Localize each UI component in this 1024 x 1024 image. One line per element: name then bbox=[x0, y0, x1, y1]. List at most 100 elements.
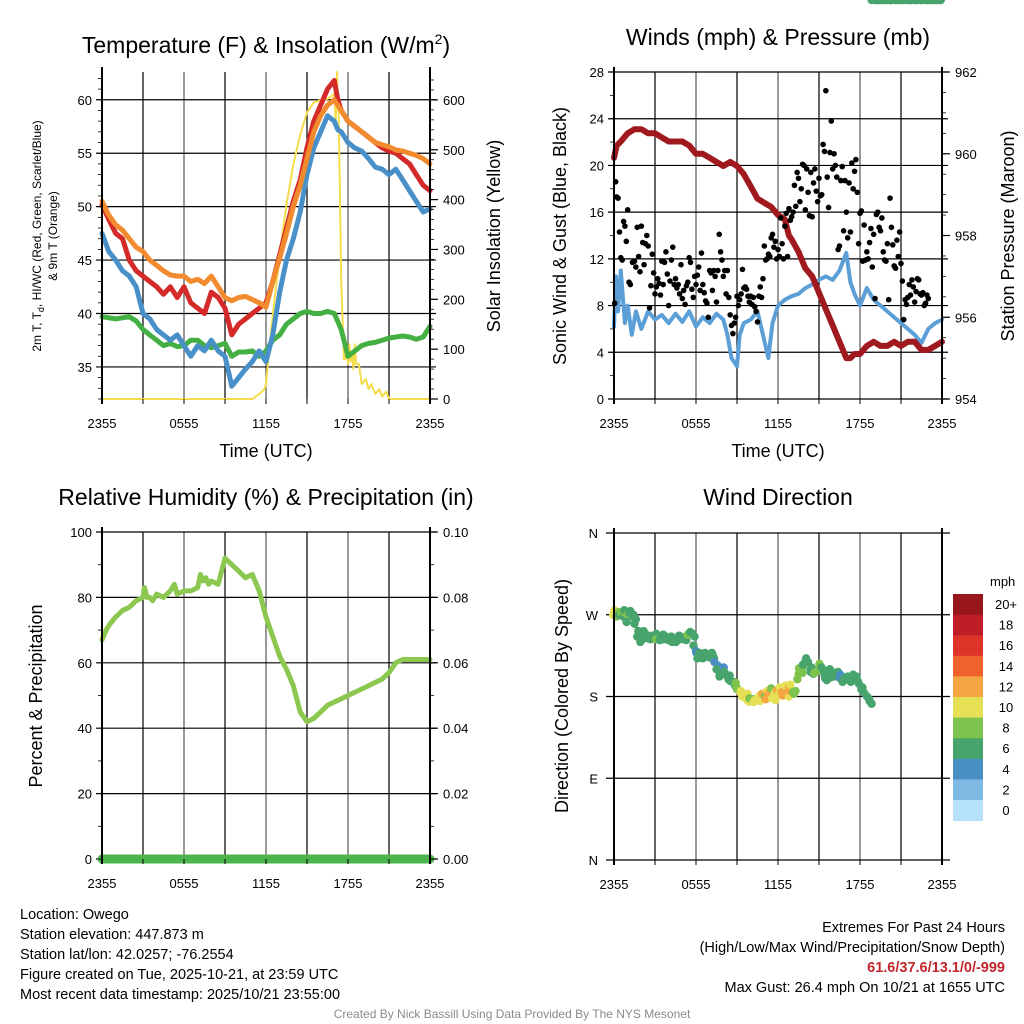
colorbar-swatch bbox=[953, 697, 983, 718]
colorbar-label: 20+ bbox=[995, 597, 1017, 612]
gust-point bbox=[696, 264, 702, 270]
gust-point bbox=[678, 262, 684, 268]
x-tick-label: 1155 bbox=[252, 876, 280, 891]
wind-direction-y-label: Direction (Colored By Speed) bbox=[552, 579, 572, 813]
gust-point bbox=[890, 242, 896, 248]
y-tick-label: 35 bbox=[78, 360, 92, 375]
extremes-legend: (High/Low/Max Wind/Precipitation/Snow De… bbox=[700, 938, 1005, 958]
gust-point bbox=[790, 209, 796, 215]
right-tick-label: 600 bbox=[443, 93, 465, 108]
humidity-y-ticks: 0 20 40 60 80 100 bbox=[70, 525, 102, 867]
x-tick-label: 0555 bbox=[682, 416, 711, 431]
elevation-text: Station elevation: 447.873 m bbox=[20, 925, 340, 945]
wind-direction-series bbox=[609, 0, 945, 708]
x-tick-label: 1755 bbox=[846, 877, 875, 892]
gust-point bbox=[641, 262, 647, 268]
gust-point bbox=[883, 258, 889, 264]
gust-point bbox=[622, 223, 628, 229]
gust-point bbox=[673, 276, 679, 282]
colorbar-label: 10 bbox=[999, 700, 1013, 715]
right-tick-label: 0.00 bbox=[443, 852, 468, 867]
temperature-y-label-line1: 2m T, Td, HI/WC (Red, Green, Scarlet/Blu… bbox=[30, 120, 46, 351]
gust-point bbox=[837, 243, 843, 249]
max-gust-text: Max Gust: 26.4 mph On 10/21 at 1655 UTC bbox=[700, 978, 1005, 998]
gust-point bbox=[636, 254, 642, 260]
right-tick-label: 0 bbox=[443, 392, 450, 407]
gust-point bbox=[675, 282, 681, 288]
gust-point bbox=[861, 222, 867, 228]
colorbar-swatch bbox=[953, 779, 983, 800]
gust-point bbox=[731, 320, 737, 326]
right-tick-label: 0.02 bbox=[443, 787, 468, 802]
gust-point bbox=[710, 288, 716, 294]
direction-tick-label: E bbox=[589, 771, 598, 786]
gust-point bbox=[751, 295, 757, 301]
colorbar-label: 8 bbox=[1002, 721, 1009, 736]
gust-point bbox=[824, 174, 830, 180]
x-tick-label: 0555 bbox=[682, 877, 711, 892]
colorbar-label: 4 bbox=[1002, 762, 1009, 777]
colorbar-swatch bbox=[953, 718, 983, 739]
colorbar-label: 14 bbox=[999, 659, 1013, 674]
y-tick-label: 60 bbox=[78, 656, 92, 671]
gust-point bbox=[829, 118, 835, 124]
gust-point bbox=[867, 240, 873, 246]
gust-point bbox=[846, 180, 852, 186]
gust-point bbox=[878, 228, 884, 234]
y-tick-label: 100 bbox=[70, 525, 92, 540]
right-tick-label: 960 bbox=[955, 147, 977, 162]
gust-point bbox=[898, 261, 904, 267]
gust-point bbox=[805, 189, 811, 195]
gust-point bbox=[916, 277, 922, 283]
colorbar-label: 16 bbox=[999, 638, 1013, 653]
y-tick-label: 20 bbox=[78, 787, 92, 802]
gust-point bbox=[670, 244, 676, 250]
extremes-title: Extremes For Past 24 Hours bbox=[700, 918, 1005, 938]
gust-point bbox=[639, 223, 645, 229]
gust-point bbox=[715, 268, 721, 274]
gust-point bbox=[644, 233, 650, 239]
gust-point bbox=[816, 175, 822, 181]
x-tick-label: 2355 bbox=[88, 416, 117, 431]
direction-tick-label: N bbox=[589, 526, 598, 541]
temperature-y-ticks-right: 0100200300400500600 bbox=[430, 80, 465, 407]
temperature-x-ticks: 2355 0555 1155 1755 2355 bbox=[88, 399, 445, 431]
gust-point bbox=[701, 290, 707, 296]
gust-point bbox=[809, 214, 815, 220]
colorbar-swatch bbox=[953, 759, 983, 780]
x-tick-label: 1755 bbox=[334, 416, 363, 431]
gust-point bbox=[649, 251, 655, 257]
y-tick-label: 20 bbox=[590, 158, 604, 173]
extremes-info: Extremes For Past 24 Hours (High/Low/Max… bbox=[700, 918, 1005, 998]
colorbar-label: 2 bbox=[1002, 782, 1009, 797]
gust-point bbox=[778, 215, 784, 221]
y-tick-label: 12 bbox=[590, 252, 604, 267]
y-tick-label: 40 bbox=[78, 721, 92, 736]
gust-point bbox=[811, 180, 817, 186]
y-tick-label: 0 bbox=[597, 392, 604, 407]
gust-point bbox=[792, 182, 798, 188]
gust-point bbox=[663, 249, 669, 255]
y-tick-label: 40 bbox=[78, 307, 92, 322]
gust-point bbox=[712, 274, 718, 280]
gust-point bbox=[900, 278, 906, 284]
x-tick-label: 1755 bbox=[846, 416, 875, 431]
gust-point bbox=[822, 149, 828, 155]
right-tick-label: 954 bbox=[955, 392, 977, 407]
right-tick-label: 400 bbox=[443, 193, 465, 208]
gust-point bbox=[706, 314, 712, 320]
direction-point bbox=[630, 620, 638, 628]
gust-point bbox=[690, 295, 696, 301]
gust-point bbox=[760, 276, 766, 282]
gust-point bbox=[647, 305, 653, 311]
winds-x-ticks: 2355 0555 1155 1755 2355 bbox=[600, 399, 957, 431]
colorbar-swatch bbox=[953, 676, 983, 697]
temperature-x-label: Time (UTC) bbox=[219, 441, 312, 461]
temperature-y-ticks: 354045505560 bbox=[78, 78, 102, 399]
gust-point bbox=[721, 274, 727, 280]
right-tick-label: 300 bbox=[443, 242, 465, 257]
gust-point bbox=[923, 300, 929, 306]
gust-point bbox=[880, 249, 886, 255]
gust-point bbox=[885, 241, 891, 247]
temperature-title: Temperature (F) & Insolation (W/m2) bbox=[82, 31, 450, 58]
